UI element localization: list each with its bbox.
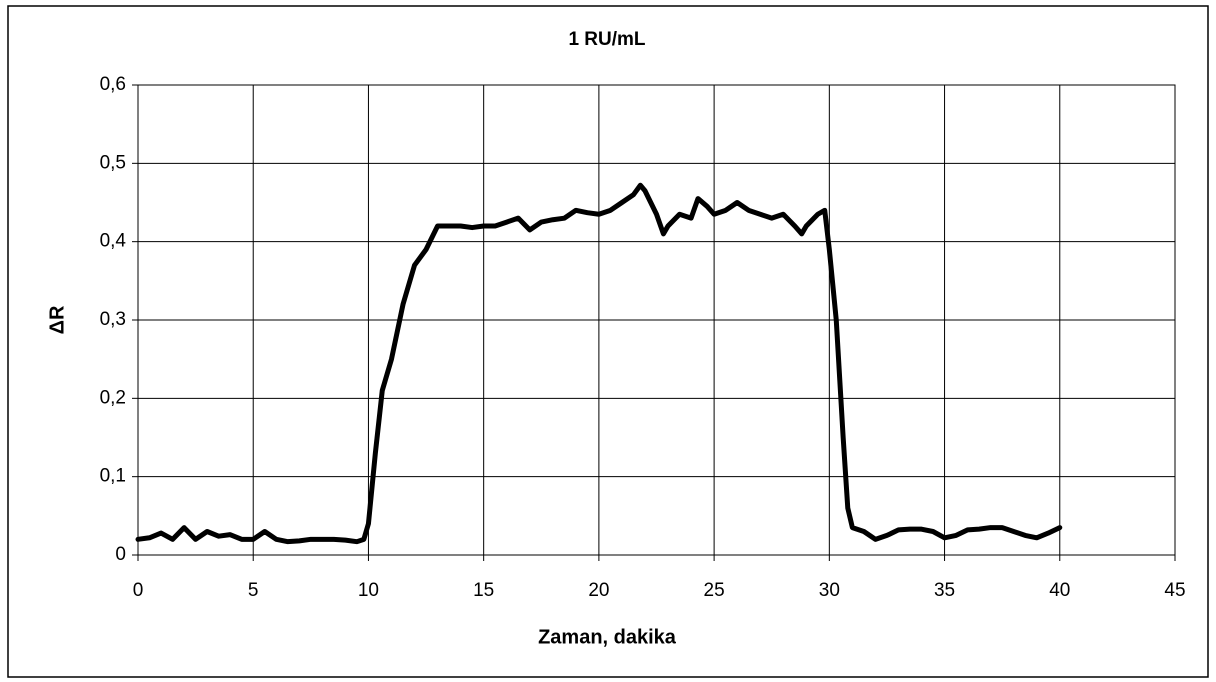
y-tick-label: 0,1 [100, 466, 126, 487]
x-tick-label: 25 [704, 580, 725, 601]
y-tick-label: 0,3 [100, 309, 126, 330]
y-tick-label: 0,2 [100, 387, 126, 408]
x-tick-label: 0 [133, 580, 144, 601]
x-tick-label: 35 [934, 580, 955, 601]
data-line [135, 182, 1063, 545]
x-tick-label: 30 [819, 580, 840, 601]
y-tick-label: 0,5 [100, 152, 126, 173]
x-tick-label: 20 [588, 580, 609, 601]
y-tick-label: 0 [115, 544, 126, 565]
x-tick-label: 15 [473, 580, 494, 601]
y-axis-label: ΔR [46, 305, 68, 334]
x-tick-label: 45 [1164, 580, 1185, 601]
x-tick-label: 5 [248, 580, 259, 601]
y-tick-label: 0,6 [100, 74, 126, 95]
x-tick-label: 10 [358, 580, 379, 601]
x-axis-label: Zaman, dakika [538, 626, 677, 648]
y-tick-label: 0,4 [100, 231, 127, 252]
chart-title: 1 RU/mL [568, 29, 645, 50]
x-tick-label: 40 [1049, 580, 1070, 601]
